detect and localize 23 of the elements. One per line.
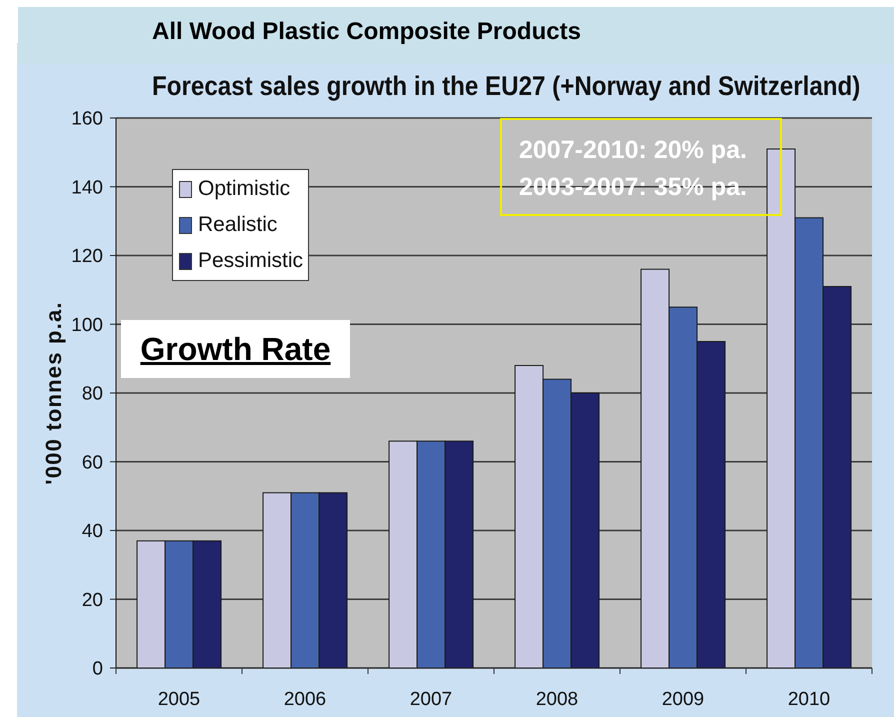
legend-label: Optimistic: [198, 177, 290, 201]
x-tick-label: 2008: [536, 689, 578, 710]
x-tick-label: 2010: [788, 689, 830, 710]
y-tick-label: 20: [82, 590, 103, 611]
x-tick-label: 2006: [284, 689, 326, 710]
y-axis-title: '000 tonnes p.a.: [41, 300, 66, 487]
legend-label: Pessimistic: [198, 249, 304, 273]
y-tick-label: 120: [71, 246, 103, 268]
x-tick-label: 2009: [662, 689, 704, 710]
y-tick-label: 60: [82, 452, 103, 474]
y-tick-label: 140: [71, 177, 103, 198]
legend-label: Realistic: [198, 213, 278, 237]
chart-subtitle: Forecast sales growth in the EU27 (+Norway and Switzerland): [152, 71, 860, 101]
x-tick-label: 2005: [158, 689, 200, 710]
y-tick-label: 0: [92, 658, 103, 680]
annotation: 2007-2010: 20% pa.: [519, 136, 747, 164]
annotation: Growth Rate: [121, 320, 350, 378]
y-tick-label: 80: [82, 384, 103, 405]
x-tick-label: 2007: [410, 689, 452, 710]
chart-title: All Wood Plastic Composite Products: [152, 18, 581, 45]
y-tick-label: 100: [71, 314, 103, 336]
y-tick-label: 40: [82, 521, 103, 542]
y-tick-label: 160: [71, 108, 103, 130]
